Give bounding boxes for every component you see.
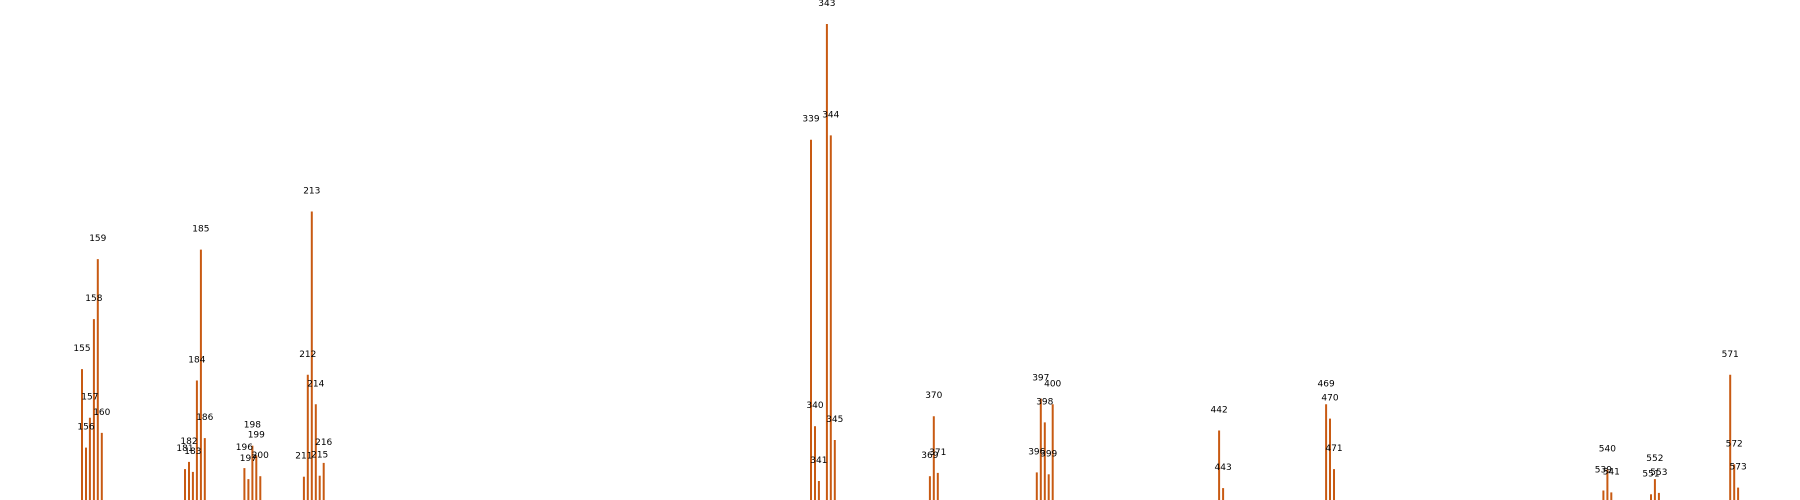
bar-label-198: 198 — [244, 421, 261, 431]
bar-label-157: 157 — [81, 393, 98, 403]
bar-label-539: 539 — [1595, 466, 1612, 476]
bar-label-399: 399 — [1040, 449, 1057, 459]
bar-label-182: 182 — [180, 437, 197, 447]
bar-label-340: 340 — [806, 401, 823, 411]
bar-label-185: 185 — [192, 225, 209, 235]
bar-label-158: 158 — [85, 294, 102, 304]
bar-label-397: 397 — [1032, 374, 1049, 384]
bar-label-552: 552 — [1646, 454, 1663, 464]
bar-label-551: 551 — [1642, 469, 1659, 479]
bar-label-211: 211 — [295, 452, 312, 462]
bar-label-155: 155 — [73, 344, 90, 354]
bar-label-370: 370 — [925, 391, 942, 401]
bar-label-469: 469 — [1318, 379, 1335, 389]
bar-label-186: 186 — [196, 413, 213, 423]
bar-label-371: 371 — [929, 448, 946, 458]
bar-label-553: 553 — [1650, 468, 1667, 478]
bar-label-341: 341 — [810, 456, 827, 466]
bar-label-197: 197 — [240, 454, 257, 464]
bar-label-471: 471 — [1325, 444, 1342, 454]
bar-label-215: 215 — [311, 451, 328, 461]
bar-label-196: 196 — [236, 443, 253, 453]
bar-label-159: 159 — [89, 234, 106, 244]
bar-label-212: 212 — [299, 350, 316, 360]
bar-label-541: 541 — [1603, 467, 1620, 477]
bar-label-369: 369 — [921, 451, 938, 461]
bar-label-183: 183 — [184, 447, 201, 457]
bar-label-216: 216 — [315, 438, 332, 448]
bar-group — [81, 24, 1740, 500]
bar-label-181: 181 — [176, 444, 193, 454]
bar-label-442: 442 — [1211, 406, 1228, 416]
bar-label-group: 1551561571581591601811821831841851861961… — [73, 0, 1746, 479]
bar-label-443: 443 — [1215, 463, 1232, 473]
bar-label-470: 470 — [1321, 394, 1338, 404]
bar-label-400: 400 — [1044, 379, 1061, 389]
bar-label-572: 572 — [1726, 439, 1743, 449]
bar-label-396: 396 — [1028, 447, 1045, 457]
bar-label-573: 573 — [1730, 463, 1747, 473]
bar-label-213: 213 — [303, 187, 320, 197]
bar-label-343: 343 — [818, 0, 835, 9]
bar-label-339: 339 — [802, 115, 819, 125]
bar-label-540: 540 — [1599, 445, 1616, 455]
bar-label-199: 199 — [248, 430, 265, 440]
bar-label-156: 156 — [77, 423, 94, 433]
bar-label-214: 214 — [307, 379, 324, 389]
bar-label-571: 571 — [1722, 350, 1739, 360]
bar-label-184: 184 — [188, 356, 205, 366]
bar-label-344: 344 — [822, 110, 839, 120]
bar-label-398: 398 — [1036, 397, 1053, 407]
bar-label-200: 200 — [252, 451, 269, 461]
bar-label-345: 345 — [826, 415, 843, 425]
bar-label-160: 160 — [93, 408, 110, 418]
